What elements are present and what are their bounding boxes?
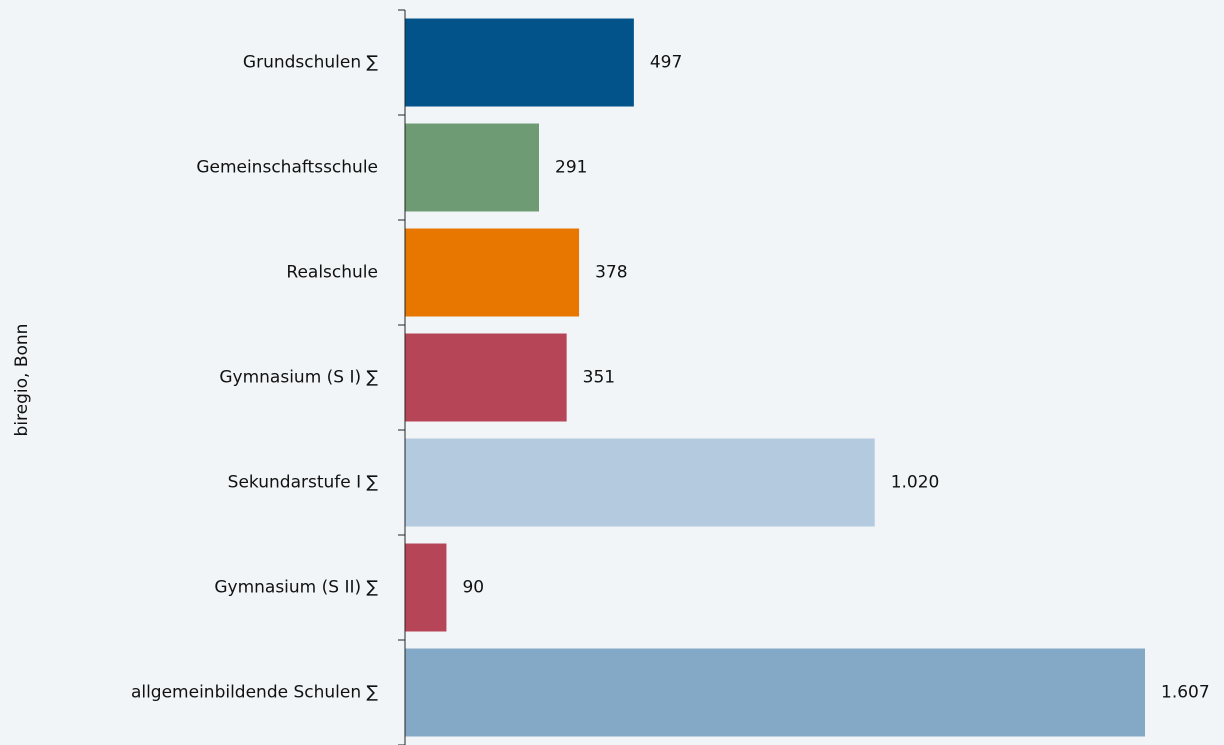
bar — [405, 333, 567, 422]
y-tick-label: Grundschulen ∑ — [243, 53, 379, 73]
y-tick-label: Gemeinschaftsschule — [196, 158, 378, 178]
value-label: 378 — [595, 263, 627, 283]
bar — [405, 543, 447, 632]
bar — [405, 18, 634, 107]
y-tick-label: Sekundarstufe I ∑ — [228, 473, 379, 493]
value-label: 497 — [650, 53, 682, 73]
value-label: 90 — [462, 578, 484, 598]
bar — [405, 228, 580, 317]
y-tick-label: allgemeinbildende Schulen ∑ — [131, 683, 379, 703]
value-label: 1.607 — [1161, 683, 1210, 703]
y-tick-label: Realschule — [286, 263, 378, 283]
value-label: 351 — [583, 368, 615, 388]
y-axis-label: biregio, Bonn — [12, 324, 32, 437]
bar — [405, 648, 1145, 737]
value-label: 291 — [555, 158, 587, 178]
y-tick-label: Gymnasium (S II) ∑ — [214, 578, 378, 598]
value-label: 1.020 — [891, 473, 940, 493]
y-tick-label: Gymnasium (S I) ∑ — [219, 368, 378, 388]
bar — [405, 438, 875, 527]
bar — [405, 123, 540, 212]
